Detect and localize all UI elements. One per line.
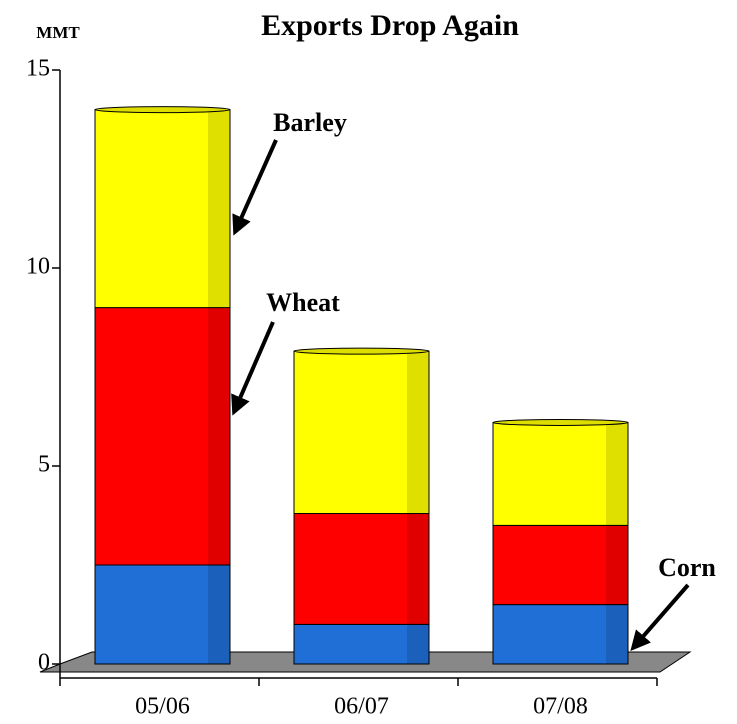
bar-segment [492, 421, 629, 526]
annotation-arrow [630, 583, 690, 652]
bar-segment [94, 307, 231, 566]
y-tick-label: 15 [26, 56, 50, 82]
bar-cap [492, 418, 629, 426]
bar-segment [94, 564, 231, 665]
y-tick-label: 10 [26, 254, 50, 280]
bar-cap [293, 347, 430, 355]
bar-cap [94, 106, 231, 114]
bar-segment [94, 109, 231, 309]
bar-shade [407, 624, 429, 664]
bar-segment [293, 623, 430, 665]
bar-shade [606, 422, 628, 526]
annotation-arrow [231, 321, 275, 416]
bar-shade [407, 513, 429, 625]
legend-label: Barley [273, 108, 347, 137]
bar-shade [407, 351, 429, 514]
bar-shade [208, 307, 230, 565]
bar-shade [208, 565, 230, 664]
x-tick-label: 07/08 [533, 694, 588, 720]
annotation-arrow [232, 139, 278, 236]
x-tick-label: 05/06 [135, 694, 190, 720]
bar-segment [293, 350, 430, 515]
bar-shade [606, 604, 628, 664]
bar-shade [208, 109, 230, 308]
legend-label: Wheat [266, 288, 340, 317]
legend-label: Corn [658, 553, 716, 582]
y-axis-label: MMT [36, 23, 80, 42]
bar-segment [293, 513, 430, 625]
bar-shade [606, 525, 628, 605]
x-tick-label: 06/07 [334, 694, 389, 720]
y-tick-label: 0 [38, 650, 50, 676]
chart-title: Exports Drop Again [261, 9, 519, 42]
bar-segment [492, 604, 629, 665]
y-tick-label: 5 [38, 452, 50, 478]
